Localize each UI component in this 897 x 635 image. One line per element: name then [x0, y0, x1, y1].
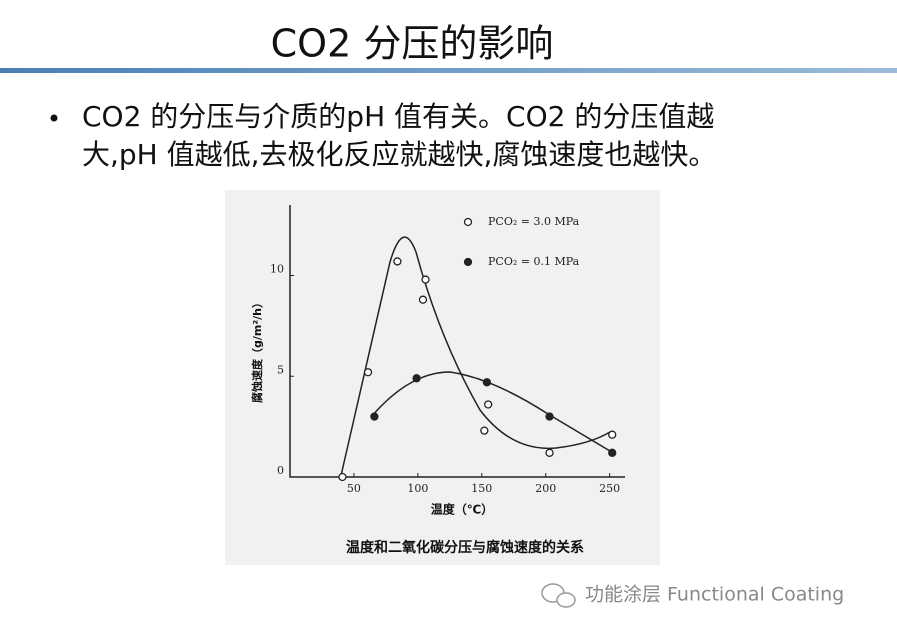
fit-curve — [339, 236, 611, 481]
watermark-text: 功能涂层 Functional Coating — [585, 584, 844, 606]
legend-label: PCO₂ = 3.0 MPa — [488, 215, 580, 228]
point — [482, 378, 492, 387]
y-tick-label: 10 — [270, 263, 284, 276]
point — [421, 275, 430, 284]
x-tick-label: 250 — [599, 482, 620, 495]
watermark-icon — [556, 592, 576, 608]
bullet-dot — [50, 114, 58, 122]
bullet-line: 大,pH 值越低,去极化反应就越快,腐蚀速度也越快。 — [82, 138, 716, 171]
y-tick-label: 5 — [277, 363, 284, 376]
point — [608, 448, 617, 457]
x-axis-label: 温度（℃） — [431, 502, 494, 517]
chart: 温度和二氧化碳分压与腐蚀速度的关系 温度（℃） 腐蚀速度（g/m²/h） 50 1… — [250, 205, 625, 556]
fit-curve — [371, 371, 611, 452]
x-tick-label: 100 — [407, 482, 428, 495]
x-tick-label: 200 — [535, 482, 556, 495]
point — [418, 295, 428, 304]
point — [338, 472, 347, 482]
legend-marker — [463, 217, 473, 227]
point — [412, 374, 421, 383]
watermark: 功能涂层 Functional Coating — [541, 583, 844, 608]
point — [484, 400, 493, 409]
point — [545, 412, 554, 421]
point — [363, 368, 373, 377]
point — [608, 430, 617, 439]
figure-caption: 温度和二氧化碳分压与腐蚀速度的关系 — [346, 539, 584, 556]
point — [480, 426, 489, 435]
y-axis-label: 腐蚀速度（g/m²/h） — [250, 297, 264, 403]
point — [370, 412, 379, 421]
legend-label: PCO₂ = 0.1 MPa — [488, 255, 580, 268]
x-tick-label: 150 — [471, 482, 492, 495]
figure-background — [225, 190, 660, 565]
legend-marker — [463, 257, 473, 267]
slide-title: CO2 分压的影响 — [271, 22, 554, 66]
point — [545, 448, 554, 457]
y-tick-label: 0 — [277, 464, 284, 477]
x-tick-label: 50 — [347, 482, 361, 495]
bullet-line: CO2 的分压与介质的pH 值有关。CO2 的分压值越 — [82, 100, 714, 133]
point — [393, 257, 402, 266]
title-rule — [0, 68, 897, 73]
